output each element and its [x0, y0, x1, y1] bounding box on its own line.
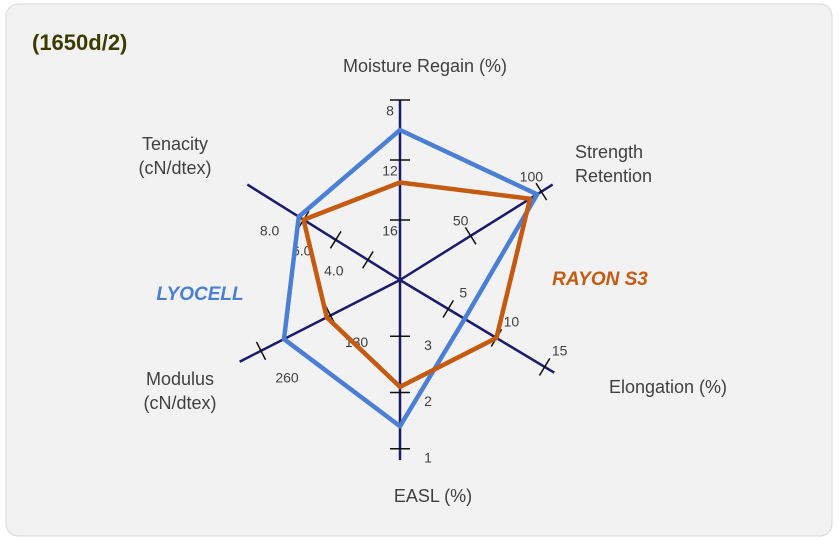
tick-label: 260 [275, 370, 299, 386]
axis-line [399, 278, 555, 374]
tick-mark [442, 300, 455, 318]
tick-mark [361, 251, 374, 269]
tick-label: 8.0 [260, 222, 280, 238]
axis-line [239, 278, 401, 363]
tick-mark [538, 357, 551, 376]
tick-mark [535, 182, 548, 201]
panel [5, 3, 833, 537]
tick-label: 3 [424, 337, 432, 353]
tick-label: 8 [386, 103, 394, 119]
series-label: RAYON S3 [552, 269, 648, 290]
tick-mark [255, 341, 267, 361]
axis-name-line: Elongation (%) [609, 377, 727, 397]
axis-name-line: Modulus [146, 369, 214, 389]
axis-name-line: (cN/dtex) [143, 393, 216, 413]
axis-name: Moisture Regain (%) [343, 56, 507, 76]
axis-name: EASL (%) [394, 486, 472, 506]
tick-label: 1 [424, 449, 432, 465]
series-label: LYOCELL [156, 284, 243, 305]
axis-name-line: (cN/dtex) [138, 158, 211, 178]
tick-label: 12 [382, 163, 398, 179]
tick-label: 50 [453, 213, 469, 229]
tick-mark [329, 230, 342, 249]
tick-label: 10 [504, 314, 520, 330]
tick-label: 15 [552, 343, 568, 359]
axis-name: Modulus (cN/dtex) [143, 369, 216, 413]
tick-label: 16 [382, 223, 398, 239]
axis-name-line: Strength [575, 142, 643, 162]
series-polygon [301, 180, 533, 390]
axis-name: Elongation (%) [609, 377, 727, 397]
axis-name-line: Moisture Regain (%) [343, 56, 507, 76]
axis-name: Tenacity (cN/dtex) [138, 134, 211, 178]
axis-name-line: Retention [575, 166, 652, 186]
tick-label: 4.0 [324, 263, 344, 279]
series-polygon [281, 127, 540, 429]
tick-label: 2 [424, 393, 432, 409]
tick-label: 100 [520, 168, 544, 184]
tick-mark [464, 226, 477, 245]
chart-title: (1650d/2) [32, 30, 127, 55]
axis-name-line: EASL (%) [394, 486, 472, 506]
axis-name: Strength Retention [575, 142, 652, 186]
tick-label: 5 [459, 285, 467, 301]
axis-name-line: Tenacity [142, 134, 208, 154]
axis-line [246, 183, 401, 282]
